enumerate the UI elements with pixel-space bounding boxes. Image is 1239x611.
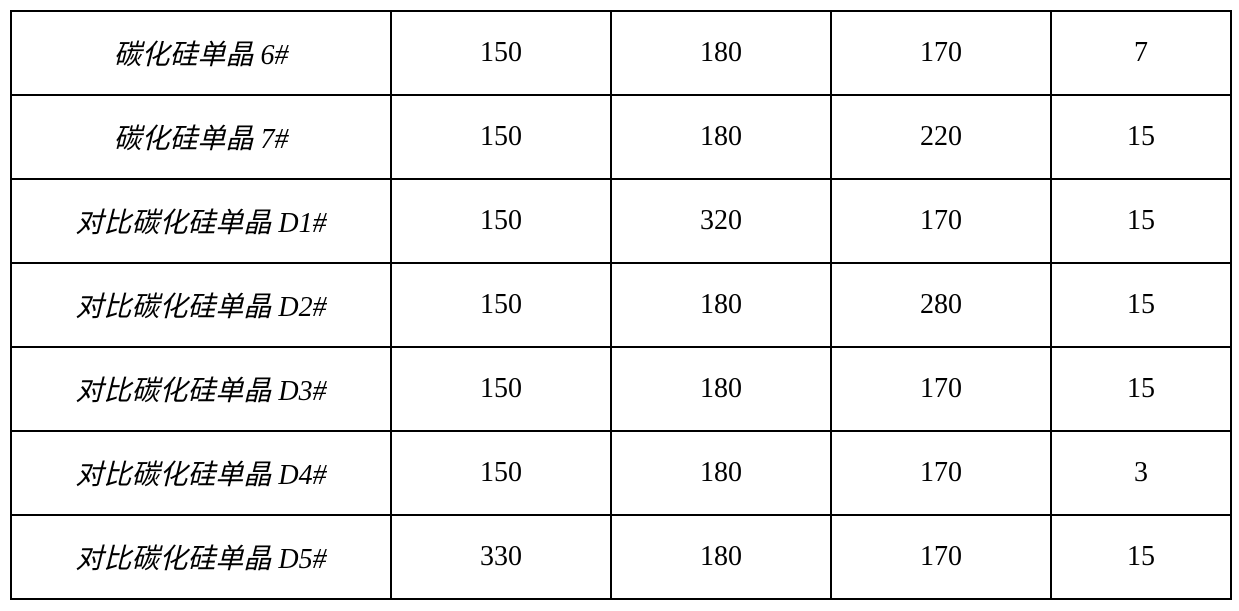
cell-value: 280 [831, 263, 1051, 347]
cell-value: 150 [391, 347, 611, 431]
cell-value: 150 [391, 431, 611, 515]
cell-value: 180 [611, 515, 831, 599]
cell-value: 180 [611, 347, 831, 431]
cell-value: 180 [611, 431, 831, 515]
row-label: 碳化硅单晶 6# [11, 11, 391, 95]
cell-value: 170 [831, 11, 1051, 95]
cell-value: 15 [1051, 347, 1231, 431]
cell-value: 150 [391, 95, 611, 179]
table-row: 碳化硅单晶 6# 150 180 170 7 [11, 11, 1231, 95]
cell-value: 15 [1051, 515, 1231, 599]
cell-value: 15 [1051, 179, 1231, 263]
cell-value: 150 [391, 263, 611, 347]
cell-value: 220 [831, 95, 1051, 179]
cell-value: 170 [831, 347, 1051, 431]
row-label: 对比碳化硅单晶 D2# [11, 263, 391, 347]
cell-value: 170 [831, 431, 1051, 515]
cell-value: 170 [831, 179, 1051, 263]
row-label: 对比碳化硅单晶 D5# [11, 515, 391, 599]
cell-value: 330 [391, 515, 611, 599]
cell-value: 170 [831, 515, 1051, 599]
table-row: 碳化硅单晶 7# 150 180 220 15 [11, 95, 1231, 179]
table-body: 碳化硅单晶 6# 150 180 170 7 碳化硅单晶 7# 150 180 … [11, 11, 1231, 599]
table-row: 对比碳化硅单晶 D1# 150 320 170 15 [11, 179, 1231, 263]
cell-value: 15 [1051, 95, 1231, 179]
row-label: 碳化硅单晶 7# [11, 95, 391, 179]
row-label: 对比碳化硅单晶 D4# [11, 431, 391, 515]
table-row: 对比碳化硅单晶 D4# 150 180 170 3 [11, 431, 1231, 515]
data-table: 碳化硅单晶 6# 150 180 170 7 碳化硅单晶 7# 150 180 … [10, 10, 1232, 600]
cell-value: 180 [611, 11, 831, 95]
row-label: 对比碳化硅单晶 D3# [11, 347, 391, 431]
cell-value: 150 [391, 11, 611, 95]
cell-value: 3 [1051, 431, 1231, 515]
row-label: 对比碳化硅单晶 D1# [11, 179, 391, 263]
table-row: 对比碳化硅单晶 D2# 150 180 280 15 [11, 263, 1231, 347]
cell-value: 180 [611, 95, 831, 179]
cell-value: 150 [391, 179, 611, 263]
table-row: 对比碳化硅单晶 D5# 330 180 170 15 [11, 515, 1231, 599]
table-row: 对比碳化硅单晶 D3# 150 180 170 15 [11, 347, 1231, 431]
data-table-container: 碳化硅单晶 6# 150 180 170 7 碳化硅单晶 7# 150 180 … [10, 10, 1229, 600]
cell-value: 7 [1051, 11, 1231, 95]
cell-value: 15 [1051, 263, 1231, 347]
cell-value: 320 [611, 179, 831, 263]
cell-value: 180 [611, 263, 831, 347]
